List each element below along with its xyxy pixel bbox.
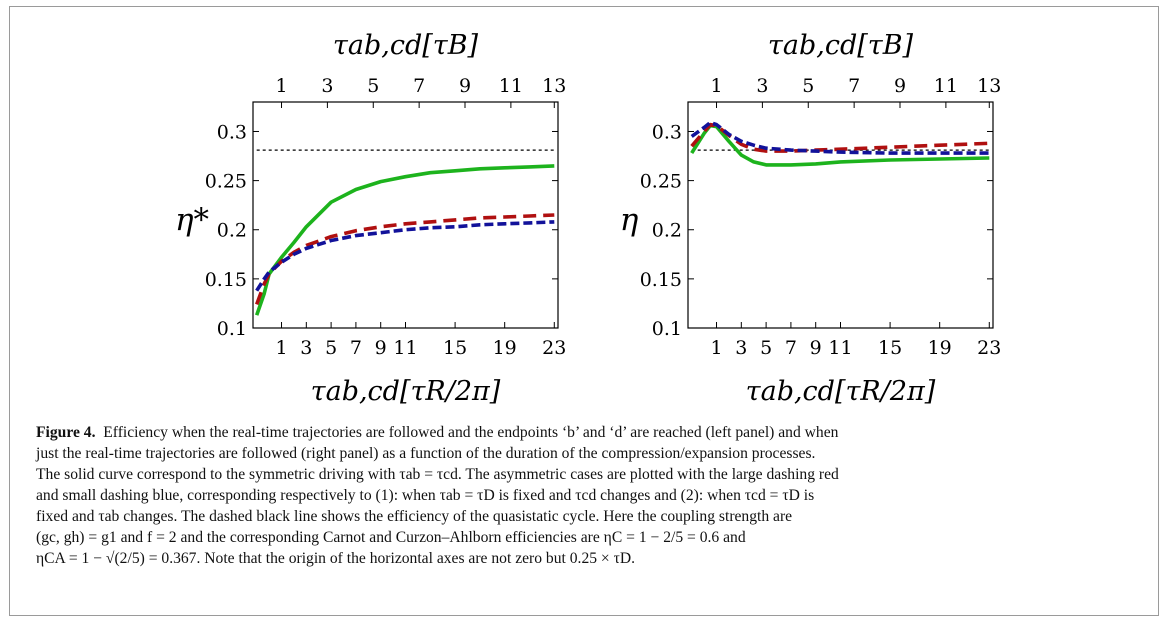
top-tick-label: 9	[459, 75, 471, 97]
left-panel: 0.10.150.20.250.31 3 5 7 9 11 15 19 231 3 5 7 9 11 13τ…	[175, 30, 566, 407]
y-tick-label: 0.3	[217, 121, 247, 143]
x-tick-label: 9	[810, 337, 822, 359]
top-tick-label: 11	[499, 75, 523, 97]
x-tick-label: 7	[350, 337, 362, 359]
y-axis-label: η	[620, 202, 639, 238]
y-axis-label: η*	[175, 202, 209, 238]
top-tick-label: 5	[802, 75, 814, 97]
x-tick-label: 3	[300, 337, 312, 359]
figure-label: Figure 4.	[36, 424, 96, 441]
top-tick-label: 3	[756, 75, 768, 97]
caption-line-5: fixed and τab changes. The dashed black …	[36, 508, 793, 525]
y-tick-label: 0.1	[652, 318, 682, 340]
top-tick-label: 7	[413, 75, 425, 97]
large-dash-curve	[255, 213, 555, 306]
figure-frame	[9, 6, 1159, 616]
y-tick-label: 0.2	[217, 220, 247, 242]
x-tick-label: 1	[710, 337, 722, 359]
top-tick-label: 13	[977, 75, 1001, 97]
x-tick-label: 23	[542, 337, 566, 359]
top-tick-label: 3	[321, 75, 333, 97]
y-tick-label: 0.25	[205, 171, 247, 193]
top-tick-label: 5	[367, 75, 379, 97]
caption-line-2: just the real-time trajectories are foll…	[36, 445, 816, 462]
x-tick-label: 1	[275, 337, 287, 359]
bottom-axis-label: τab,cd[τR/2π]	[746, 376, 936, 407]
x-tick-label: 3	[735, 337, 747, 359]
top-tick-label: 11	[934, 75, 958, 97]
top-tick-label: 13	[542, 75, 566, 97]
bottom-axis-label: τab,cd[τR/2π]	[311, 376, 501, 407]
x-tick-label: 15	[878, 337, 902, 359]
x-tick-label: 19	[928, 337, 952, 359]
small-dash-curve	[690, 120, 990, 155]
figure-caption: Figure 4. Efficiency when the real-time …	[36, 422, 1144, 569]
caption-line-4: and small dashing blue, corresponding re…	[36, 487, 815, 504]
large-dash-curve	[690, 122, 990, 153]
plot-frame	[687, 101, 994, 329]
y-tick-label: 0.1	[217, 318, 247, 340]
y-tick-label: 0.15	[205, 269, 247, 291]
x-tick-label: 19	[493, 337, 517, 359]
x-tick-label: 9	[375, 337, 387, 359]
top-axis-label: τab,cd[τB]	[333, 30, 479, 61]
caption-line-3: The solid curve correspond to the symmet…	[36, 466, 839, 483]
x-tick-label: 15	[443, 337, 467, 359]
y-tick-label: 0.2	[652, 220, 682, 242]
x-tick-label: 23	[977, 337, 1001, 359]
x-tick-label: 11	[393, 337, 417, 359]
top-tick-label: 9	[894, 75, 906, 97]
caption-line-1: Figure 4. Efficiency when the real-time …	[36, 424, 839, 441]
top-tick-label: 7	[848, 75, 860, 97]
symmetric-curve	[254, 164, 555, 316]
caption-line-6: (gc, gh) = g1 and f = 2 and the correspo…	[36, 529, 746, 546]
y-tick-label: 0.25	[640, 171, 682, 193]
x-tick-label: 7	[785, 337, 797, 359]
small-dash-curve	[255, 220, 555, 292]
x-tick-label: 11	[828, 337, 852, 359]
top-tick-label: 1	[710, 75, 722, 97]
top-tick-label: 1	[275, 75, 287, 97]
x-tick-label: 5	[760, 337, 772, 359]
figure-plots: 0.10.150.20.250.31 3 5 7 9 11 15 19 231 3 5 7 9 11 13τ…	[175, 30, 1002, 407]
x-tick-label: 5	[325, 337, 337, 359]
y-tick-label: 0.15	[640, 269, 682, 291]
caption-line-7: ηCA = 1 − √(2/5) = 0.367. Note that the …	[36, 550, 636, 567]
right-panel: 0.10.150.20.250.31 3 5 7 9 11 15 19 231 3 5 7 9 11 13τ…	[620, 30, 1002, 407]
top-axis-label: τab,cd[τB]	[768, 30, 914, 61]
y-tick-label: 0.3	[652, 121, 682, 143]
